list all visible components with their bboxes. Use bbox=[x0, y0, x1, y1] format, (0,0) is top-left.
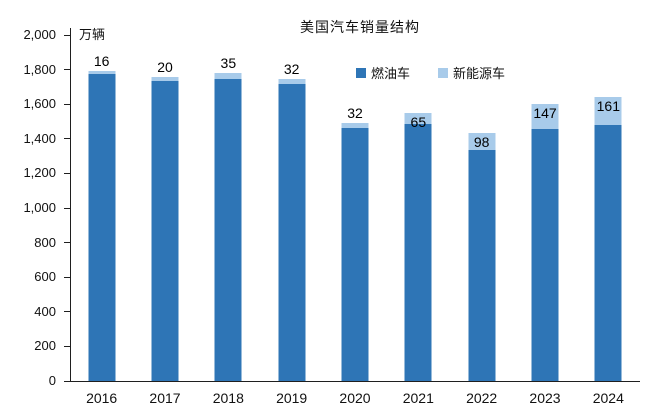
y-axis-label: 600 bbox=[34, 269, 56, 285]
y-axis-label: 200 bbox=[34, 338, 56, 354]
y-axis-tick bbox=[64, 345, 70, 347]
y-axis-tick bbox=[64, 242, 70, 244]
bar-value-label: 20 bbox=[157, 59, 173, 76]
bar-segment-fuel bbox=[531, 129, 559, 381]
x-axis-line bbox=[70, 381, 640, 382]
y-axis-tick bbox=[64, 69, 70, 71]
bar-segment-nev bbox=[468, 133, 496, 151]
bar-segment-fuel bbox=[278, 84, 306, 381]
bar-segment-nev bbox=[151, 77, 179, 81]
legend-label-nev: 新能源车 bbox=[453, 66, 506, 81]
bar-segment-fuel bbox=[88, 73, 116, 381]
x-axis-label: 2018 bbox=[212, 390, 244, 406]
bar-segment-fuel bbox=[594, 124, 622, 381]
bar-column: 16 bbox=[70, 35, 133, 381]
bar-segment-nev bbox=[531, 103, 559, 130]
bar-column: 32 bbox=[323, 35, 386, 381]
x-axis-label: 2024 bbox=[592, 390, 624, 406]
bar-column: 147 bbox=[513, 35, 576, 381]
bar-column: 20 bbox=[133, 35, 196, 381]
bar-column: 161 bbox=[577, 35, 640, 381]
bar-column: 65 bbox=[387, 35, 450, 381]
y-axis-label: 1,000 bbox=[23, 200, 56, 215]
bar-segment-fuel bbox=[151, 80, 179, 381]
legend: 燃油车 新能源车 bbox=[356, 63, 505, 82]
bar-segment-nev bbox=[341, 122, 369, 129]
legend-item-nev: 新能源车 bbox=[438, 63, 505, 82]
y-axis-tick bbox=[64, 380, 70, 382]
x-axis-label: 2023 bbox=[529, 390, 561, 406]
bar-segment-nev bbox=[594, 97, 622, 125]
y-axis-line bbox=[70, 28, 71, 381]
bar-column: 98 bbox=[450, 35, 513, 381]
bar-column: 32 bbox=[260, 35, 323, 381]
y-axis-label: 0 bbox=[48, 373, 56, 388]
y-axis-label: 1,600 bbox=[23, 96, 56, 112]
bar-value-label: 161 bbox=[596, 98, 620, 115]
y-axis-label: 2,000 bbox=[23, 27, 56, 42]
bar-value-label: 32 bbox=[283, 60, 300, 77]
x-axis-label: 2022 bbox=[466, 390, 498, 406]
y-axis-tick bbox=[64, 207, 70, 209]
x-axis-label: 2017 bbox=[149, 390, 181, 406]
bar-value-label: 98 bbox=[473, 134, 490, 151]
plot-area: 16 20 35 32 32 65 98 147 161 bbox=[70, 35, 640, 381]
bar-segment-nev bbox=[88, 71, 116, 74]
bar-value-label: 147 bbox=[533, 104, 557, 121]
chart-title: 美国汽车销量结构 bbox=[300, 19, 420, 35]
y-axis-label: 1,400 bbox=[23, 130, 56, 146]
bar-value-label: 32 bbox=[347, 104, 363, 121]
legend-item-fuel: 燃油车 bbox=[356, 63, 410, 82]
bar-column: 35 bbox=[197, 35, 260, 381]
x-axis-label: 2021 bbox=[402, 390, 434, 406]
legend-swatch-nev-icon bbox=[438, 67, 449, 78]
bar-segment-fuel bbox=[341, 128, 369, 381]
y-axis-tick bbox=[64, 276, 70, 278]
x-axis-label: 2019 bbox=[276, 390, 308, 406]
bar-value-label: 35 bbox=[220, 55, 237, 72]
bar-value-label: 16 bbox=[93, 53, 110, 70]
y-axis-tick bbox=[64, 34, 70, 36]
bar-segment-nev bbox=[404, 112, 432, 125]
legend-swatch-fuel-icon bbox=[356, 67, 366, 78]
y-axis-label: 1,200 bbox=[23, 165, 56, 181]
bar-segment-nev bbox=[214, 73, 242, 80]
bar-segment-fuel bbox=[214, 79, 242, 381]
legend-label-fuel: 燃油车 bbox=[371, 66, 411, 81]
y-axis-label: 800 bbox=[34, 234, 56, 250]
bar-value-label: 65 bbox=[410, 113, 427, 130]
y-axis-label: 400 bbox=[34, 303, 56, 319]
bar-segment-nev bbox=[278, 78, 306, 85]
x-axis-label: 2020 bbox=[339, 390, 371, 406]
y-axis-tick bbox=[64, 311, 70, 313]
bar-segment-fuel bbox=[404, 124, 432, 381]
y-axis-tick bbox=[64, 138, 70, 140]
x-axis-label: 2016 bbox=[86, 390, 118, 406]
y-axis-tick bbox=[64, 172, 70, 174]
y-axis-tick bbox=[64, 103, 70, 105]
y-axis-unit-label: 万辆 bbox=[79, 27, 106, 42]
bar-segment-fuel bbox=[468, 150, 496, 381]
y-axis-label: 1,800 bbox=[23, 61, 56, 77]
